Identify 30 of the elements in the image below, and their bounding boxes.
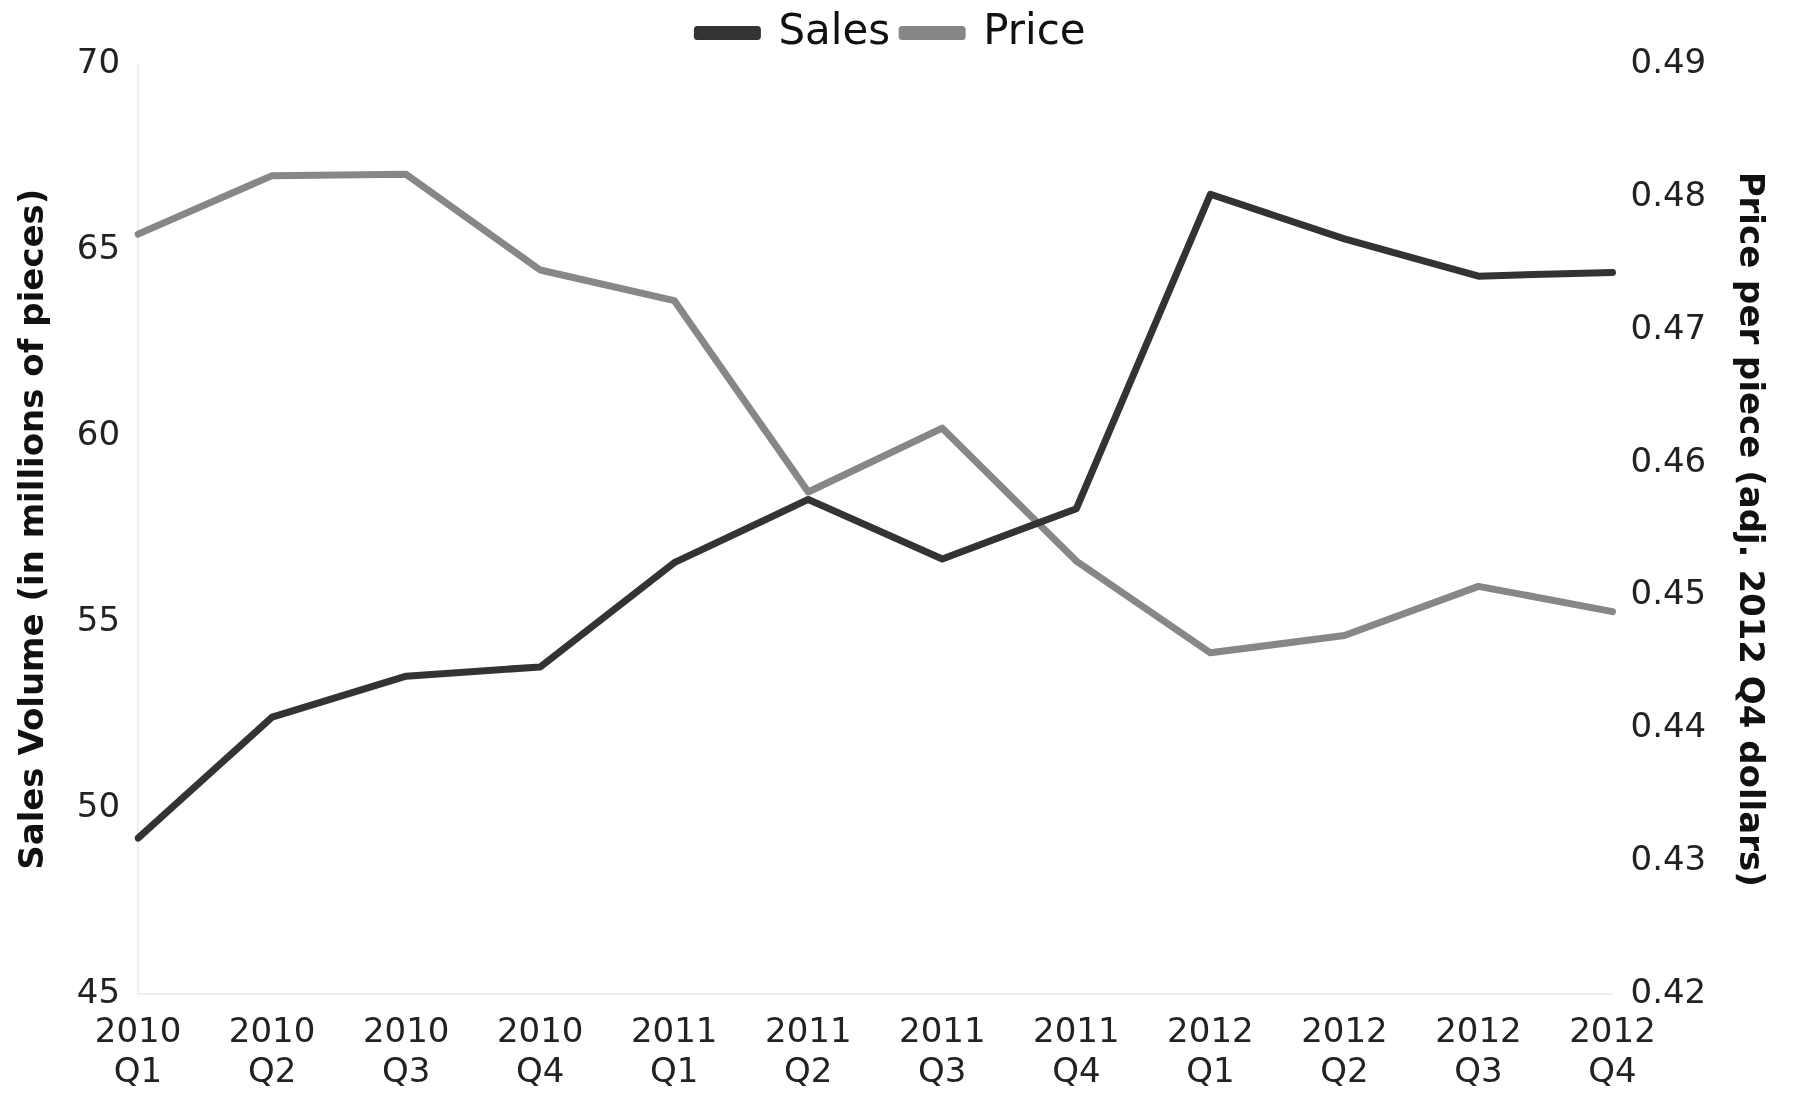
x-tick-label: 2011 Q3	[899, 1009, 986, 1091]
x-tick-label: 2012 Q2	[1301, 1009, 1388, 1091]
legend-label: Sales	[778, 4, 891, 54]
y-tick-label: 60	[76, 412, 121, 453]
y2-tick-label: 0.47	[1630, 306, 1707, 347]
y-tick-label: 70	[76, 40, 121, 81]
x-tick-label: 2012 Q3	[1435, 1009, 1522, 1091]
y2-tick-label: 0.42	[1630, 971, 1707, 1012]
y2-tick-label: 0.48	[1630, 173, 1707, 214]
x-tick-label: 2011 Q4	[1033, 1009, 1120, 1091]
y-tick-label: 45	[76, 971, 121, 1012]
x-tick-label: 2011 Q2	[764, 1009, 852, 1091]
y2-tick-label: 0.46	[1630, 439, 1707, 480]
x-tick-label: 2012 Q4	[1569, 1009, 1656, 1091]
x-tick-label: 2010 Q2	[228, 1009, 316, 1091]
y2-tick-label: 0.49	[1630, 40, 1707, 81]
y2-axis-title: Price per piece (adj. 2012 Q4 dollars)	[1731, 171, 1772, 887]
y-axis-title: Sales Volume (in millions of pieces)	[11, 188, 52, 870]
y-tick-label: 65	[76, 226, 121, 267]
x-tick-label: 2010 Q1	[94, 1009, 182, 1091]
x-tick-label: 2010 Q4	[496, 1009, 584, 1091]
y2-tick-label: 0.44	[1630, 705, 1707, 746]
y-tick-label: 55	[76, 599, 121, 640]
legend-label: Price	[983, 4, 1086, 54]
y2-tick-label: 0.45	[1630, 572, 1707, 613]
x-tick-label: 2011 Q1	[630, 1009, 718, 1091]
y2-tick-label: 0.43	[1630, 838, 1707, 879]
x-tick-label: 2010 Q3	[362, 1009, 450, 1091]
y-tick-label: 50	[76, 785, 121, 826]
x-tick-label: 2012 Q1	[1167, 1009, 1254, 1091]
